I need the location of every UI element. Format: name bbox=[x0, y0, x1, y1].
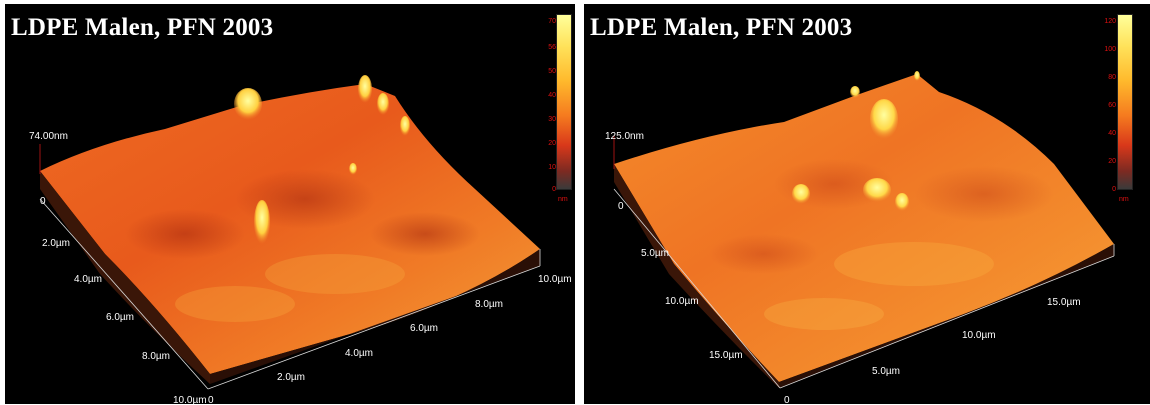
front-axis-tick-label: 0 bbox=[208, 395, 214, 404]
afm-panel-right: 125.0nm 0 5.0µm 10.0µm 15.0µm 0 5.0µm 10… bbox=[584, 4, 1150, 404]
z-max-label: 125.0nm bbox=[605, 131, 644, 142]
surface-side bbox=[40, 171, 210, 384]
afm-panel-left: 74.00nm 0 2.0µm 4.0µm 6.0µm 8.0µm 10.0µm… bbox=[5, 4, 575, 404]
colorbar-unit: nm bbox=[1119, 196, 1129, 203]
colorbar-tick: 80 bbox=[1108, 74, 1116, 81]
afm-3d-surface-left: 74.00nm 0 2.0µm 4.0µm 6.0µm 8.0µm 10.0µm… bbox=[29, 75, 572, 404]
colorbar-tick: 10 bbox=[548, 164, 556, 171]
left-axis-tick-label: 0 bbox=[40, 196, 46, 207]
colorbar-tick: 120 bbox=[1104, 18, 1116, 25]
left-axis-tick-label: 10.0µm bbox=[173, 395, 207, 404]
front-axis-tick-label: 5.0µm bbox=[872, 366, 900, 377]
colorbar-tick: 0 bbox=[1112, 186, 1116, 193]
front-axis-tick-label: 6.0µm bbox=[410, 323, 438, 334]
colorbar-tick: 60 bbox=[1108, 102, 1116, 109]
left-axis-tick-label: 15.0µm bbox=[709, 350, 743, 361]
left-axis-tick-label: 5.0µm bbox=[641, 248, 669, 259]
colorbar-tick: 50 bbox=[548, 68, 556, 75]
front-axis-tick-label: 15.0µm bbox=[1047, 297, 1081, 308]
colorbar-tick: 40 bbox=[548, 92, 556, 99]
front-axis-tick-label: 4.0µm bbox=[345, 348, 373, 359]
colorbar-tick: 20 bbox=[1108, 158, 1116, 165]
front-axis-tick-label: 8.0µm bbox=[475, 299, 503, 310]
front-axis-tick-label: 10.0µm bbox=[538, 274, 572, 285]
panel-title: LDPE Malen, PFN 2003 bbox=[11, 14, 274, 41]
colorbar-tick: 0 bbox=[552, 186, 556, 193]
colorbar-tick: 30 bbox=[548, 116, 556, 123]
z-max-label: 74.00nm bbox=[29, 131, 68, 142]
colorbar-tick: 100 bbox=[1104, 46, 1116, 53]
afm-3d-surface-right: 125.0nm 0 5.0µm 10.0µm 15.0µm 0 5.0µm 10… bbox=[605, 71, 1115, 404]
left-axis-tick-label: 10.0µm bbox=[665, 296, 699, 307]
front-axis bbox=[779, 255, 1115, 389]
surface-top bbox=[40, 84, 540, 374]
surface-side bbox=[614, 164, 779, 388]
front-axis-tick-label: 0 bbox=[784, 395, 790, 404]
left-axis-tick-label: 0 bbox=[618, 201, 624, 212]
colorbar-tick: 56 bbox=[548, 44, 556, 51]
surface-top bbox=[614, 74, 1114, 382]
left-axis-tick-label: 2.0µm bbox=[42, 238, 70, 249]
left-axis-tick-label: 4.0µm bbox=[74, 274, 102, 285]
left-axis-tick-label: 8.0µm bbox=[142, 351, 170, 362]
height-colorbar bbox=[556, 14, 572, 190]
height-colorbar bbox=[1117, 14, 1133, 190]
front-axis-tick-label: 2.0µm bbox=[277, 372, 305, 383]
front-axis bbox=[207, 265, 541, 390]
panel-title: LDPE Malen, PFN 2003 bbox=[590, 14, 853, 41]
left-axis-tick-label: 6.0µm bbox=[106, 312, 134, 323]
colorbar-tick: 20 bbox=[548, 140, 556, 147]
left-axis bbox=[613, 188, 781, 389]
colorbar-unit: nm bbox=[558, 196, 568, 203]
left-axis bbox=[39, 198, 209, 390]
colorbar-tick: 70 bbox=[548, 18, 556, 25]
colorbar-tick: 40 bbox=[1108, 130, 1116, 137]
front-axis-tick-label: 10.0µm bbox=[962, 330, 996, 341]
